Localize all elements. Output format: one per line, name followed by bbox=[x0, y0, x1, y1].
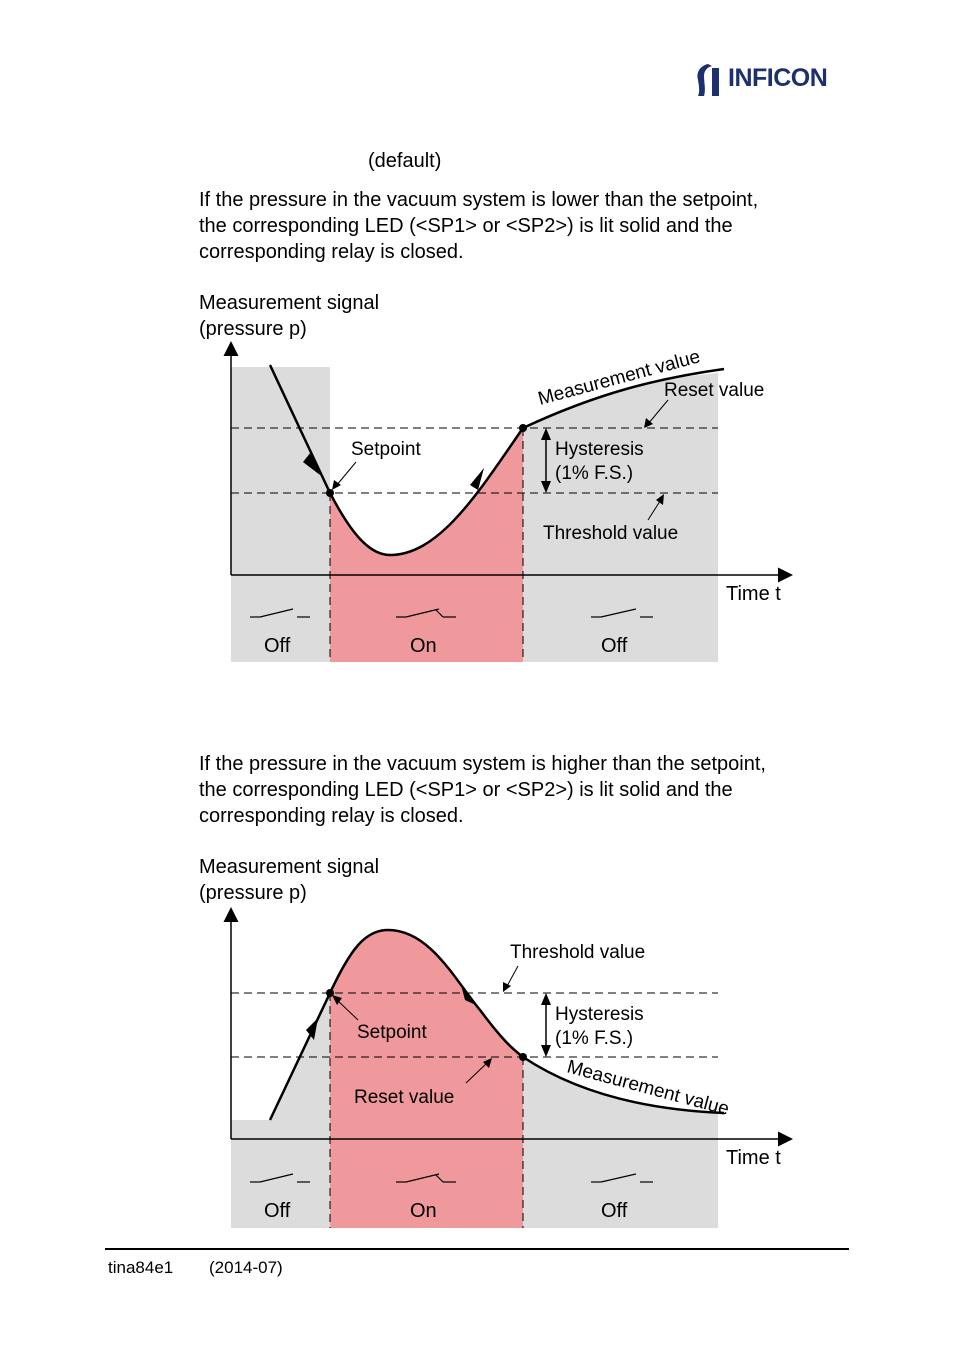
threshold-label: Threshold value bbox=[510, 942, 645, 963]
ylabel-line: Measurement signal bbox=[199, 856, 380, 878]
hysteresis-label: Hysteresis bbox=[555, 439, 644, 460]
ylabel-line: (pressure p) bbox=[199, 882, 307, 904]
measurement-curve bbox=[268, 928, 725, 1121]
ylabel-line: Measurement signal bbox=[199, 292, 380, 314]
paragraph-line: If the pressure in the vacuum system is … bbox=[199, 189, 759, 211]
state-label: Off bbox=[601, 635, 628, 657]
reset-label: Reset value bbox=[354, 1087, 454, 1108]
reset-label: Reset value bbox=[664, 380, 764, 401]
hysteresis-label: Hysteresis bbox=[555, 1004, 644, 1025]
switch-closed-icon bbox=[396, 608, 456, 618]
off-region-right bbox=[523, 1057, 718, 1228]
state-label: On bbox=[410, 1200, 437, 1222]
x-axis-label: Time t bbox=[726, 1147, 781, 1169]
hysteresis-sub-label: (1% F.S.) bbox=[555, 1028, 633, 1049]
switch-closed-icon bbox=[396, 1173, 456, 1183]
off-region-left bbox=[231, 993, 330, 1228]
diagram2-y-axis-label: Measurement signal (pressure p) bbox=[199, 854, 379, 906]
paragraph-line: the corresponding LED (<SP1> or <SP2>) i… bbox=[199, 779, 733, 801]
measurement-curve bbox=[268, 364, 725, 557]
state-label: On bbox=[410, 635, 437, 657]
reset-dot bbox=[519, 1053, 527, 1061]
setpoint-dot bbox=[326, 489, 334, 497]
off-region-left bbox=[231, 367, 330, 662]
threshold-label: Threshold value bbox=[543, 523, 678, 544]
switch-open-icon bbox=[591, 1173, 653, 1183]
diagram-higher-switching: Threshold value Hysteresis (1% F.S.) Set… bbox=[223, 907, 793, 1228]
switch-open-icon bbox=[250, 1173, 310, 1183]
section1-paragraph: If the pressure in the vacuum system is … bbox=[199, 187, 859, 265]
diagram1-y-axis-label: Measurement signal (pressure p) bbox=[199, 290, 379, 342]
reset-dot bbox=[519, 424, 527, 432]
x-axis-label: Time t bbox=[726, 583, 781, 605]
footer-date: (2014-07) bbox=[209, 1258, 283, 1277]
section2-paragraph: If the pressure in the vacuum system is … bbox=[199, 751, 859, 829]
state-label: Off bbox=[601, 1200, 628, 1222]
state-label: Off bbox=[264, 635, 291, 657]
inficon-logo-mark-icon bbox=[697, 64, 719, 96]
inficon-logo: INFICON bbox=[694, 62, 849, 98]
off-region-right bbox=[523, 428, 718, 662]
setpoint-label: Setpoint bbox=[357, 1022, 427, 1043]
footer-divider bbox=[105, 1248, 849, 1250]
footer-doc-id: tina84e1 bbox=[108, 1258, 174, 1277]
on-region bbox=[330, 930, 523, 1228]
ylabel-line: (pressure p) bbox=[199, 318, 307, 340]
diagram-lower-switching: Measurement value Reset value Setpoint H… bbox=[223, 341, 793, 662]
paragraph-line: corresponding relay is closed. bbox=[199, 241, 464, 263]
switch-open-icon bbox=[591, 608, 653, 618]
switch-open-icon bbox=[250, 608, 310, 618]
default-label: (default) bbox=[368, 150, 442, 172]
hysteresis-sub-label: (1% F.S.) bbox=[555, 463, 633, 484]
brand-name: INFICON bbox=[728, 64, 828, 92]
state-label: Off bbox=[264, 1200, 291, 1222]
paragraph-line: If the pressure in the vacuum system is … bbox=[199, 753, 766, 775]
setpoint-label: Setpoint bbox=[351, 439, 421, 460]
paragraph-line: corresponding relay is closed. bbox=[199, 805, 464, 827]
paragraph-line: the corresponding LED (<SP1> or <SP2>) i… bbox=[199, 215, 733, 237]
